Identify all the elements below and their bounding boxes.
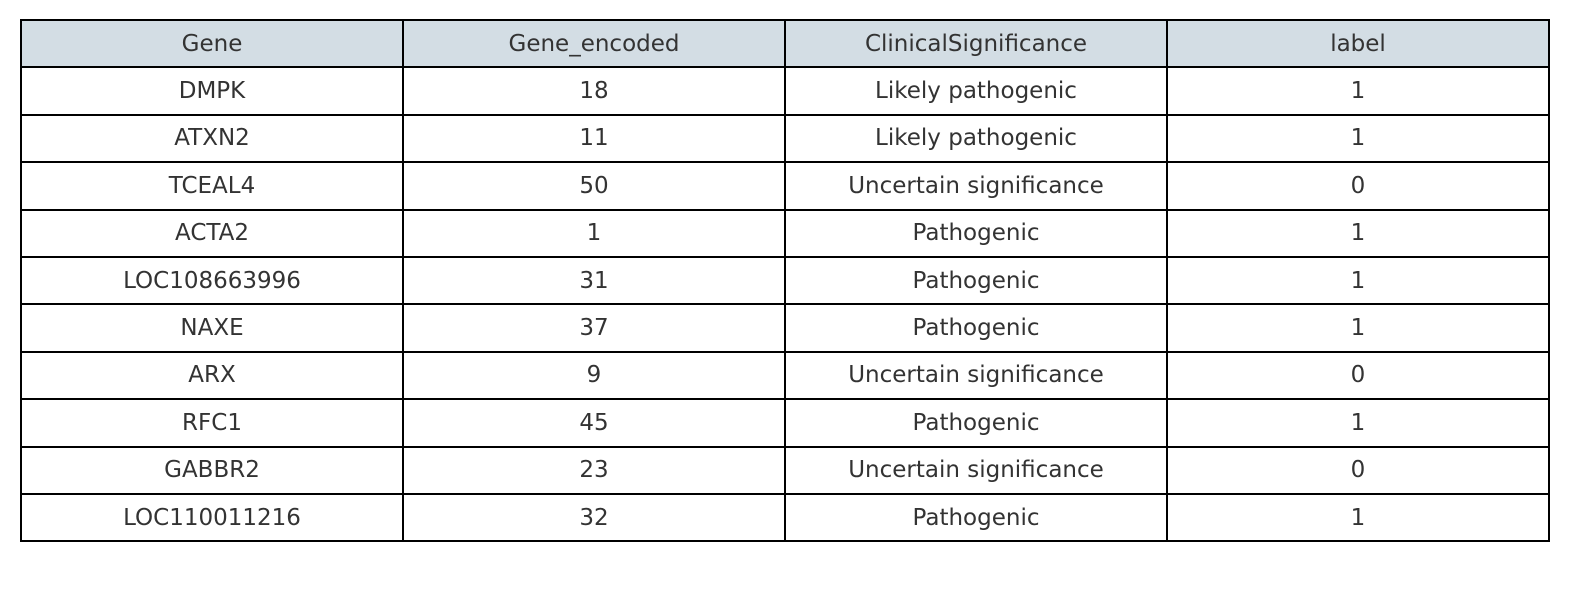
table-row: DMPK 18 Likely pathogenic 1 (20, 66, 1550, 116)
table-cell-gene: GABBR2 (20, 445, 404, 495)
table-cell-gene: ATXN2 (20, 113, 404, 164)
data-table-container: Gene Gene_encoded ClinicalSignificance l… (20, 18, 1550, 543)
table-row: RFC1 45 Pathogenic 1 (20, 398, 1550, 448)
table-cell-label: 0 (1166, 161, 1550, 211)
table-cell-label: 1 (1166, 492, 1550, 543)
table-row: NAXE 37 Pathogenic 1 (20, 303, 1550, 353)
table-cell-gene: TCEAL4 (20, 161, 404, 211)
column-header-clinical-significance: ClinicalSignificance (784, 18, 1168, 69)
table-cell-clinical-significance: Uncertain significance (784, 350, 1168, 401)
column-header-gene: Gene (20, 18, 404, 69)
table-cell-gene-encoded: 50 (402, 161, 786, 211)
table-cell-label: 1 (1166, 398, 1550, 448)
table-cell-gene: LOC108663996 (20, 255, 404, 306)
table-cell-gene: ACTA2 (20, 208, 404, 258)
table-cell-gene-encoded: 11 (402, 113, 786, 164)
table-cell-clinical-significance: Likely pathogenic (784, 113, 1168, 164)
table-cell-clinical-significance: Uncertain significance (784, 445, 1168, 495)
table-cell-gene: DMPK (20, 66, 404, 116)
table-cell-gene-encoded: 32 (402, 492, 786, 543)
table-cell-label: 1 (1166, 255, 1550, 306)
table-cell-gene: LOC110011216 (20, 492, 404, 543)
table-cell-gene-encoded: 37 (402, 303, 786, 353)
table-cell-gene-encoded: 9 (402, 350, 786, 401)
table-cell-clinical-significance: Pathogenic (784, 492, 1168, 543)
table-cell-label: 1 (1166, 66, 1550, 116)
table-row: ACTA2 1 Pathogenic 1 (20, 208, 1550, 258)
table-cell-clinical-significance: Pathogenic (784, 208, 1168, 258)
table-cell-clinical-significance: Uncertain significance (784, 161, 1168, 211)
table-cell-gene-encoded: 23 (402, 445, 786, 495)
table-cell-gene-encoded: 31 (402, 255, 786, 306)
table-cell-clinical-significance: Likely pathogenic (784, 66, 1168, 116)
table-cell-label: 1 (1166, 208, 1550, 258)
table-row: LOC110011216 32 Pathogenic 1 (20, 492, 1550, 543)
table-cell-gene: RFC1 (20, 398, 404, 448)
data-table: Gene Gene_encoded ClinicalSignificance l… (20, 18, 1550, 543)
table-cell-gene-encoded: 1 (402, 208, 786, 258)
table-row: ATXN2 11 Likely pathogenic 1 (20, 113, 1550, 164)
table-cell-label: 0 (1166, 445, 1550, 495)
table-row: GABBR2 23 Uncertain significance 0 (20, 445, 1550, 495)
table-row: LOC108663996 31 Pathogenic 1 (20, 255, 1550, 306)
table-cell-gene: NAXE (20, 303, 404, 353)
table-cell-clinical-significance: Pathogenic (784, 398, 1168, 448)
table-row: TCEAL4 50 Uncertain significance 0 (20, 161, 1550, 211)
table-cell-label: 1 (1166, 303, 1550, 353)
table-cell-label: 1 (1166, 113, 1550, 164)
column-header-gene-encoded: Gene_encoded (402, 18, 786, 69)
header-row: Gene Gene_encoded ClinicalSignificance l… (20, 18, 1550, 69)
table-cell-label: 0 (1166, 350, 1550, 401)
table-cell-gene-encoded: 45 (402, 398, 786, 448)
table-row: ARX 9 Uncertain significance 0 (20, 350, 1550, 401)
table-cell-gene-encoded: 18 (402, 66, 786, 116)
table-cell-clinical-significance: Pathogenic (784, 303, 1168, 353)
table-cell-clinical-significance: Pathogenic (784, 255, 1168, 306)
column-header-label: label (1166, 18, 1550, 69)
table-cell-gene: ARX (20, 350, 404, 401)
